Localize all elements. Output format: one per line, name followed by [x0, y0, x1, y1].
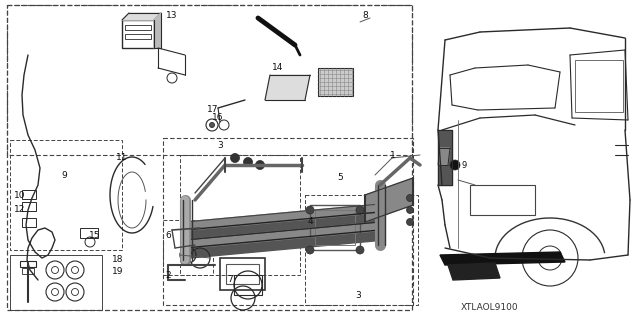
Bar	[315, 210, 355, 245]
Bar	[226, 264, 259, 284]
Text: 13: 13	[166, 11, 178, 19]
Text: 10: 10	[14, 190, 26, 199]
Bar	[7, 5, 412, 155]
Polygon shape	[185, 212, 385, 240]
Polygon shape	[154, 13, 161, 48]
Bar	[7, 5, 412, 310]
Text: 4: 4	[442, 268, 447, 277]
Text: 18: 18	[112, 256, 124, 264]
Bar	[318, 68, 353, 96]
Bar	[125, 34, 151, 39]
Polygon shape	[440, 252, 565, 265]
Text: 19: 19	[112, 268, 124, 277]
Text: 11: 11	[116, 153, 128, 162]
Bar	[22, 202, 36, 211]
Polygon shape	[438, 130, 452, 185]
Text: 7: 7	[227, 276, 233, 285]
Text: 4: 4	[307, 218, 313, 226]
Polygon shape	[448, 263, 500, 280]
Text: 3: 3	[355, 291, 361, 300]
Circle shape	[406, 195, 413, 202]
Text: 1: 1	[390, 151, 396, 160]
Text: 9: 9	[61, 170, 67, 180]
Text: 16: 16	[212, 114, 224, 122]
Polygon shape	[185, 204, 385, 230]
Bar	[310, 205, 360, 250]
Polygon shape	[185, 222, 385, 248]
Bar	[80, 228, 98, 238]
Circle shape	[450, 160, 460, 170]
Circle shape	[356, 246, 364, 254]
Bar	[22, 268, 34, 274]
Bar	[305, 195, 418, 305]
Polygon shape	[185, 230, 385, 258]
Circle shape	[243, 158, 253, 167]
Circle shape	[356, 206, 364, 214]
Text: 6: 6	[165, 231, 171, 240]
Bar	[220, 258, 265, 290]
Circle shape	[306, 206, 314, 214]
Circle shape	[255, 160, 264, 169]
Text: 9: 9	[462, 160, 467, 169]
Text: 3: 3	[217, 140, 223, 150]
Bar	[22, 190, 36, 199]
Circle shape	[306, 246, 314, 254]
Text: XTLAOL9100: XTLAOL9100	[461, 303, 519, 313]
Polygon shape	[122, 13, 161, 20]
Bar	[122, 20, 154, 48]
Bar	[22, 218, 36, 227]
Bar	[163, 138, 413, 305]
Circle shape	[230, 153, 239, 162]
Bar	[180, 155, 300, 275]
Bar	[20, 261, 36, 267]
Bar	[125, 25, 151, 30]
Circle shape	[209, 122, 214, 128]
Bar	[163, 220, 213, 275]
Text: 2: 2	[165, 271, 171, 279]
Bar	[470, 185, 535, 215]
Text: 17: 17	[207, 106, 219, 115]
Text: 8: 8	[362, 11, 368, 19]
Polygon shape	[365, 178, 413, 222]
Bar	[10, 255, 102, 310]
Polygon shape	[265, 75, 310, 100]
Text: 5: 5	[337, 174, 343, 182]
Circle shape	[406, 206, 413, 213]
Circle shape	[406, 219, 413, 226]
Bar	[234, 275, 262, 295]
Text: 12: 12	[14, 205, 26, 214]
Text: 15: 15	[89, 231, 100, 240]
Bar	[575, 60, 623, 112]
Bar	[10, 140, 122, 250]
Polygon shape	[438, 148, 450, 165]
Text: 14: 14	[272, 63, 284, 72]
